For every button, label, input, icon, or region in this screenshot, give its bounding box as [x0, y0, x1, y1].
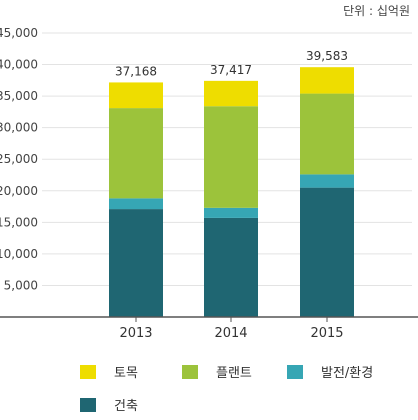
y-tick-label: 40,000 — [0, 58, 38, 72]
total-label: 37,417 — [210, 63, 252, 77]
y-tick-label: 20,000 — [0, 184, 38, 198]
unit-label: 단위 : 십억원 — [343, 4, 410, 18]
bars — [109, 67, 354, 317]
bar-segment-플랜트-2013 — [109, 108, 163, 199]
y-tick-label: 10,000 — [0, 247, 38, 261]
bar-segment-건축-2013 — [109, 209, 163, 317]
total-label: 39,583 — [306, 49, 348, 63]
x-axis-ticks: 2013 2014 2015 — [119, 317, 344, 341]
bar-segment-토목-2014 — [204, 80, 258, 107]
bar-segment-플랜트-2014 — [204, 106, 258, 208]
bar-segment-건축-2015 — [300, 187, 354, 317]
x-tick-label: 2015 — [310, 326, 343, 341]
y-tick-label: 30,000 — [0, 121, 38, 135]
y-tick-label: 45,000 — [0, 26, 38, 40]
total-label: 37,168 — [115, 64, 157, 78]
x-tick-label: 2013 — [119, 326, 152, 341]
bar-segment-발전/환경-2013 — [109, 198, 163, 210]
y-tick-label: 5,000 — [4, 278, 38, 292]
total-labels: 37,168 37,417 39,583 — [115, 49, 348, 78]
y-tick-label: 15,000 — [0, 215, 38, 229]
y-axis-ticks: 5,000 10,000 15,000 20,000 25,000 30,000 35,00… — [0, 26, 38, 292]
bar-segment-플랜트-2015 — [300, 93, 354, 175]
bar-segment-발전/환경-2015 — [300, 174, 354, 188]
y-tick-label: 35,000 — [0, 89, 38, 103]
bar-segment-토목-2015 — [300, 67, 354, 94]
bar-segment-건축-2014 — [204, 217, 258, 317]
bar-segment-토목-2013 — [109, 82, 163, 109]
bar-segment-발전/환경-2014 — [204, 207, 258, 218]
x-tick-label: 2014 — [214, 326, 247, 341]
y-tick-label: 25,000 — [0, 152, 38, 166]
